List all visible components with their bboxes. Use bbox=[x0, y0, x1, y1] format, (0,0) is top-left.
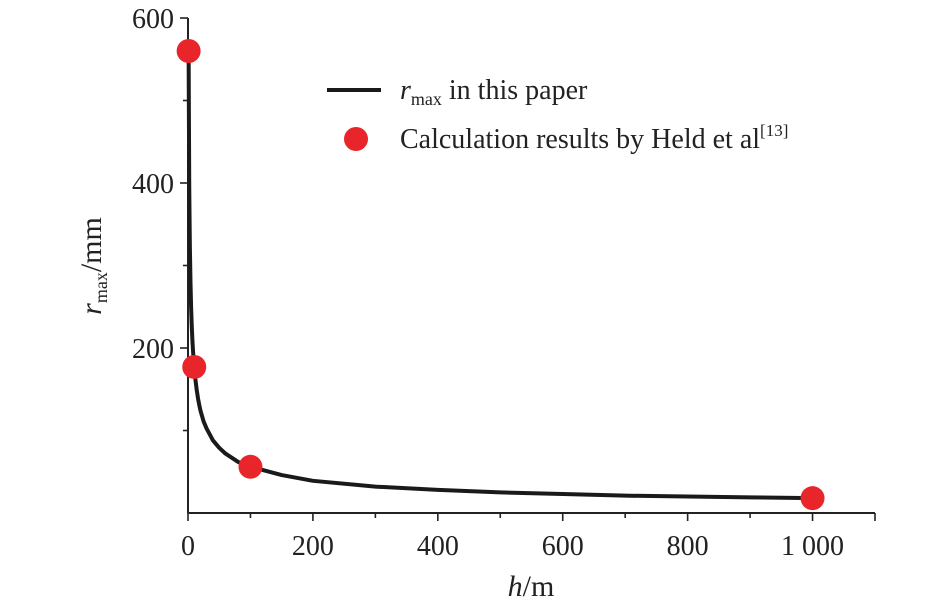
data-point-held bbox=[800, 486, 825, 511]
data-point-held bbox=[176, 39, 201, 63]
legend: rmax in this paper Calculation results by… bbox=[327, 75, 788, 155]
x-tick-label: 200 bbox=[292, 531, 334, 562]
data-point-held bbox=[238, 454, 263, 479]
data-point-held bbox=[182, 354, 207, 379]
axes-layer: 0 200 400 600 800 1 000 200 400 600 bbox=[132, 4, 876, 562]
series-layer bbox=[176, 39, 825, 511]
legend-dot-swatch bbox=[344, 127, 368, 151]
x-axis-title: h/m bbox=[508, 570, 555, 603]
x-tick-label: 0 bbox=[181, 531, 195, 562]
x-tick-label: 400 bbox=[417, 531, 459, 562]
series-line-rmax bbox=[186, 52, 815, 501]
x-tick-label: 600 bbox=[542, 531, 584, 562]
legend-label-scatter: Calculation results by Held et al[13] bbox=[400, 121, 788, 155]
y-tick-label: 400 bbox=[132, 169, 174, 200]
y-tick-label: 600 bbox=[132, 4, 174, 35]
x-tick-label: 800 bbox=[667, 531, 709, 562]
axis-titles: h/m rmax/mm bbox=[75, 217, 554, 603]
legend-label-line: rmax in this paper bbox=[400, 75, 588, 109]
y-tick-label: 200 bbox=[132, 334, 174, 365]
y-axis-title: rmax/mm bbox=[75, 217, 111, 315]
x-tick-label: 1 000 bbox=[781, 531, 844, 562]
